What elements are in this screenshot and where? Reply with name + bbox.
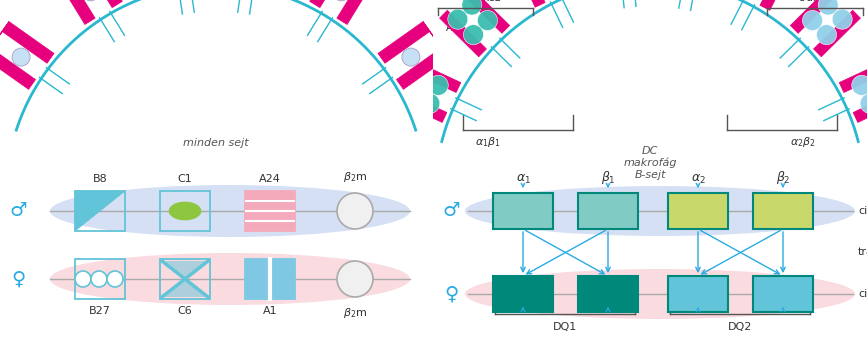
Polygon shape	[162, 261, 208, 279]
Text: A24: A24	[259, 174, 281, 184]
Polygon shape	[75, 191, 125, 231]
Ellipse shape	[465, 269, 855, 319]
Circle shape	[818, 0, 838, 15]
Polygon shape	[512, 0, 545, 7]
Ellipse shape	[169, 202, 201, 220]
Polygon shape	[463, 0, 510, 33]
Text: DC
makrofág
B-sejt: DC makrofág B-sejt	[623, 146, 677, 180]
Bar	[668, 193, 728, 229]
Circle shape	[860, 94, 867, 114]
Bar	[753, 193, 813, 229]
Polygon shape	[396, 48, 448, 89]
Circle shape	[428, 75, 448, 95]
Polygon shape	[0, 22, 10, 58]
Circle shape	[75, 271, 91, 287]
Circle shape	[400, 84, 420, 104]
Polygon shape	[791, 0, 838, 33]
Text: transz: transz	[799, 0, 831, 3]
Circle shape	[91, 271, 107, 287]
Polygon shape	[310, 0, 349, 8]
Bar	[753, 276, 813, 312]
Text: DQ1: DQ1	[553, 322, 577, 332]
Text: B8: B8	[93, 174, 108, 184]
Circle shape	[12, 48, 30, 66]
Text: $\alpha_2$: $\alpha_2$	[691, 173, 706, 186]
Circle shape	[851, 75, 867, 95]
Ellipse shape	[50, 185, 410, 237]
Bar	[245, 191, 295, 231]
Circle shape	[402, 48, 420, 66]
Bar	[160, 191, 210, 231]
Polygon shape	[378, 22, 430, 63]
Circle shape	[332, 0, 350, 1]
Polygon shape	[83, 0, 122, 8]
Text: B27: B27	[89, 306, 111, 316]
Polygon shape	[813, 10, 860, 57]
Circle shape	[408, 66, 428, 86]
Bar	[493, 193, 553, 229]
Text: ♂: ♂	[442, 201, 460, 220]
Circle shape	[817, 25, 837, 45]
Bar	[668, 276, 728, 312]
Bar	[245, 259, 295, 299]
Text: $\alpha_2\beta_2$: $\alpha_2\beta_2$	[790, 135, 816, 149]
Text: $\alpha_1\beta_1$: $\alpha_1\beta_1$	[475, 135, 501, 149]
Text: transz: transz	[858, 247, 867, 257]
Polygon shape	[853, 89, 867, 122]
Text: A1: A1	[263, 306, 277, 316]
Polygon shape	[56, 0, 95, 24]
Text: $\beta_1$: $\beta_1$	[601, 169, 616, 186]
Polygon shape	[839, 59, 867, 93]
Bar	[75, 191, 125, 231]
Circle shape	[803, 11, 823, 31]
Bar	[160, 259, 210, 299]
Polygon shape	[337, 0, 376, 24]
Ellipse shape	[465, 186, 855, 236]
Bar	[75, 259, 125, 299]
Circle shape	[447, 9, 468, 29]
Polygon shape	[3, 22, 54, 63]
Text: transz: transz	[469, 0, 501, 3]
Polygon shape	[423, 22, 448, 58]
Text: cisz: cisz	[858, 206, 867, 216]
Circle shape	[832, 9, 852, 29]
Text: cisz: cisz	[858, 289, 867, 299]
Ellipse shape	[50, 253, 410, 305]
Text: ♀: ♀	[11, 270, 25, 288]
Text: ♀: ♀	[444, 284, 458, 303]
Text: ♂: ♂	[10, 201, 27, 220]
Text: $\beta_2$m: $\beta_2$m	[342, 306, 367, 320]
Text: C6: C6	[178, 306, 192, 316]
Text: C1: C1	[178, 174, 192, 184]
Text: DQ2: DQ2	[727, 322, 753, 332]
Circle shape	[462, 0, 482, 15]
Polygon shape	[440, 10, 486, 57]
Circle shape	[420, 94, 440, 114]
Text: $\beta_2$m: $\beta_2$m	[342, 170, 367, 184]
Circle shape	[107, 271, 123, 287]
Circle shape	[478, 11, 498, 31]
Circle shape	[337, 261, 373, 297]
Text: minden sejt: minden sejt	[183, 138, 249, 148]
Polygon shape	[407, 59, 460, 93]
Circle shape	[81, 0, 100, 1]
Text: $\beta_2$: $\beta_2$	[776, 169, 791, 186]
Polygon shape	[0, 48, 36, 89]
Circle shape	[337, 193, 373, 229]
Circle shape	[464, 25, 484, 45]
Polygon shape	[393, 89, 447, 122]
Bar	[493, 276, 553, 312]
Polygon shape	[760, 0, 795, 10]
Text: A1: A1	[446, 23, 459, 33]
Polygon shape	[162, 279, 208, 297]
Bar	[578, 276, 638, 312]
Bar	[578, 193, 638, 229]
Text: $\alpha_1$: $\alpha_1$	[516, 173, 531, 186]
